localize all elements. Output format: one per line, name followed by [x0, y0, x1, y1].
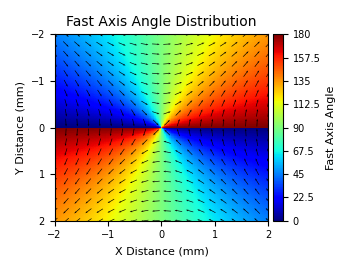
X-axis label: X Distance (mm): X Distance (mm) — [114, 246, 209, 256]
Title: Fast Axis Angle Distribution: Fast Axis Angle Distribution — [66, 15, 257, 29]
Y-axis label: Fast Axis Angle: Fast Axis Angle — [326, 85, 336, 170]
Y-axis label: Y Distance (mm): Y Distance (mm) — [15, 81, 25, 174]
